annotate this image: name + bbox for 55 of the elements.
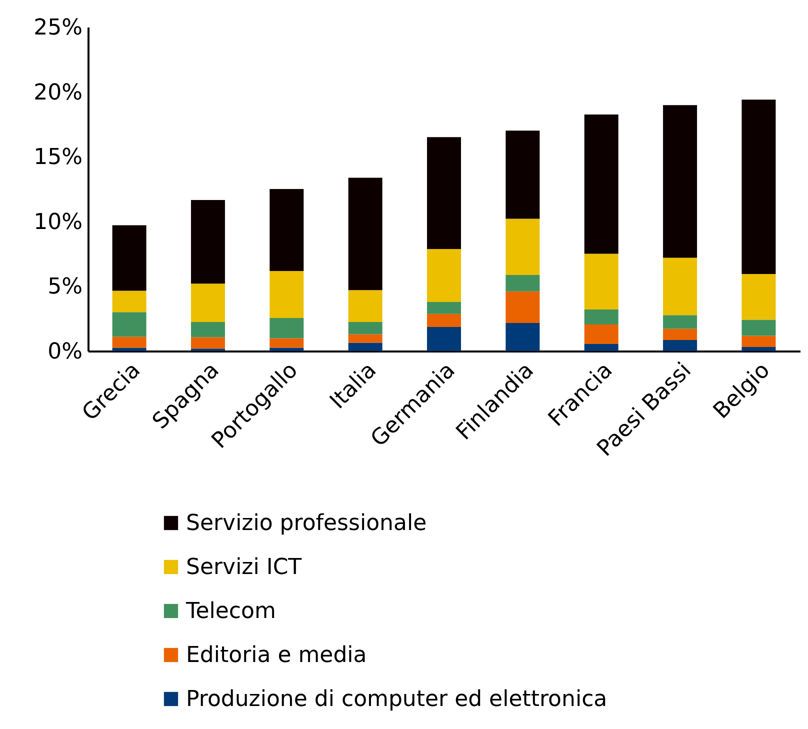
- bar: [506, 130, 540, 219]
- bar: [584, 344, 618, 351]
- bar: [348, 178, 382, 290]
- bar: [190, 337, 225, 349]
- bar: [348, 322, 382, 334]
- legend-label: Editoria e media: [186, 643, 367, 668]
- bar: [584, 310, 618, 325]
- bar: [270, 271, 304, 318]
- bar: [427, 327, 461, 351]
- bar: [584, 324, 618, 344]
- legend-label: Servizio professionale: [186, 511, 427, 536]
- bar: [112, 336, 146, 348]
- bar: [112, 225, 146, 291]
- bar: [270, 189, 304, 272]
- bar: [270, 348, 304, 351]
- bar: [112, 312, 146, 337]
- y-tick-label: 25%: [34, 16, 82, 40]
- bar: [663, 328, 698, 340]
- bar: [270, 318, 304, 338]
- bar: [506, 275, 540, 292]
- bar: [112, 290, 146, 312]
- bar: [506, 291, 540, 324]
- y-tick-label: 20%: [34, 80, 82, 106]
- bar: [663, 340, 698, 351]
- legend-label: Produzione di computer ed elettronica: [186, 687, 608, 712]
- bar: [506, 218, 540, 276]
- y-tick-label: 5%: [48, 274, 82, 300]
- bar: [742, 100, 776, 274]
- bar: [348, 342, 382, 351]
- bar: [190, 322, 225, 338]
- bar: [742, 274, 776, 320]
- bar: [427, 302, 461, 314]
- bar: [190, 200, 225, 284]
- bar: [348, 334, 382, 343]
- bar: [112, 348, 146, 351]
- bar: [584, 114, 618, 254]
- bar: [270, 338, 304, 348]
- y-tick-label: 15%: [34, 145, 82, 170]
- bar: [663, 315, 698, 329]
- bar: [506, 323, 540, 351]
- bar: [742, 336, 776, 347]
- y-tick-label: 0%: [48, 340, 82, 364]
- bar: [190, 284, 225, 322]
- bar: [663, 258, 698, 316]
- y-tick-label: 10%: [34, 210, 82, 235]
- legend-label: Servizi ICT: [186, 555, 302, 580]
- bar: [742, 346, 776, 351]
- bar: [427, 249, 461, 302]
- bar: [427, 137, 461, 250]
- bar: [427, 314, 461, 328]
- bar: [663, 105, 698, 258]
- bar: [348, 290, 382, 322]
- bar: [742, 320, 776, 336]
- bar: [584, 254, 618, 310]
- legend-label: Telecom: [185, 599, 276, 624]
